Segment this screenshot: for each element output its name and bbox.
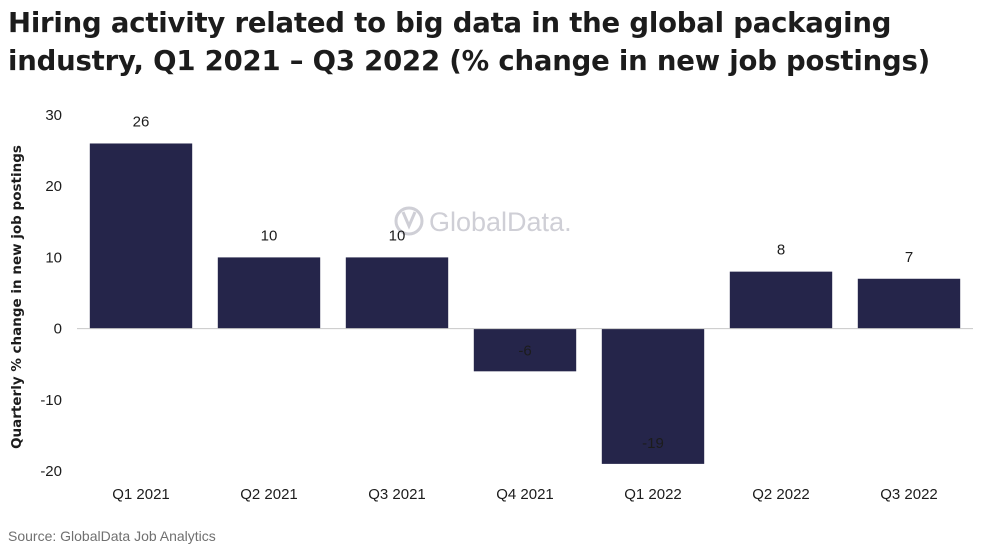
data-label: 7: [905, 249, 913, 266]
data-label: 10: [389, 227, 406, 244]
y-tick-label: 10: [45, 249, 62, 266]
bar: [857, 278, 961, 329]
x-tick-label: Q3 2021: [368, 486, 426, 503]
watermark: GlobalData.: [394, 206, 572, 237]
bar: [89, 143, 193, 329]
data-label: 26: [133, 113, 150, 130]
data-label: 8: [777, 242, 785, 259]
y-tick-label: 0: [54, 321, 62, 338]
data-labels-layer: 26 10 10 -6 -19 8 7: [133, 113, 914, 451]
source-note: Source: GlobalData Job Analytics: [8, 528, 216, 544]
bars-layer: [89, 143, 961, 464]
globaldata-logo-icon: [394, 206, 424, 236]
bar: [729, 271, 833, 329]
bar: [217, 257, 321, 329]
x-tick-label: Q4 2021: [496, 486, 554, 503]
y-axis: 30 20 10 0 -10 -20: [40, 107, 973, 480]
y-tick-label: -20: [40, 463, 62, 480]
bar: [473, 328, 577, 372]
watermark-text: GlobalData.: [429, 207, 572, 237]
y-tick-label: -10: [40, 392, 62, 409]
x-tick-label: Q1 2022: [624, 486, 682, 503]
x-tick-label: Q2 2021: [240, 486, 298, 503]
bar: [601, 328, 705, 464]
data-label: 10: [261, 227, 278, 244]
data-label: -6: [518, 342, 531, 359]
y-axis-label: Quarterly % change in new job postings: [9, 145, 25, 449]
chart-title: Hiring activity related to big data in t…: [8, 7, 930, 77]
x-tick-label: Q1 2021: [112, 486, 170, 503]
x-tick-label: Q3 2022: [880, 486, 938, 503]
y-tick-label: 30: [45, 107, 62, 124]
x-tick-label: Q2 2022: [752, 486, 810, 503]
bar: [345, 257, 449, 329]
data-label: -19: [642, 435, 664, 452]
y-tick-label: 20: [45, 178, 62, 195]
x-axis: Q1 2021 Q2 2021 Q3 2021 Q4 2021 Q1 2022 Q2 20…: [112, 486, 938, 503]
